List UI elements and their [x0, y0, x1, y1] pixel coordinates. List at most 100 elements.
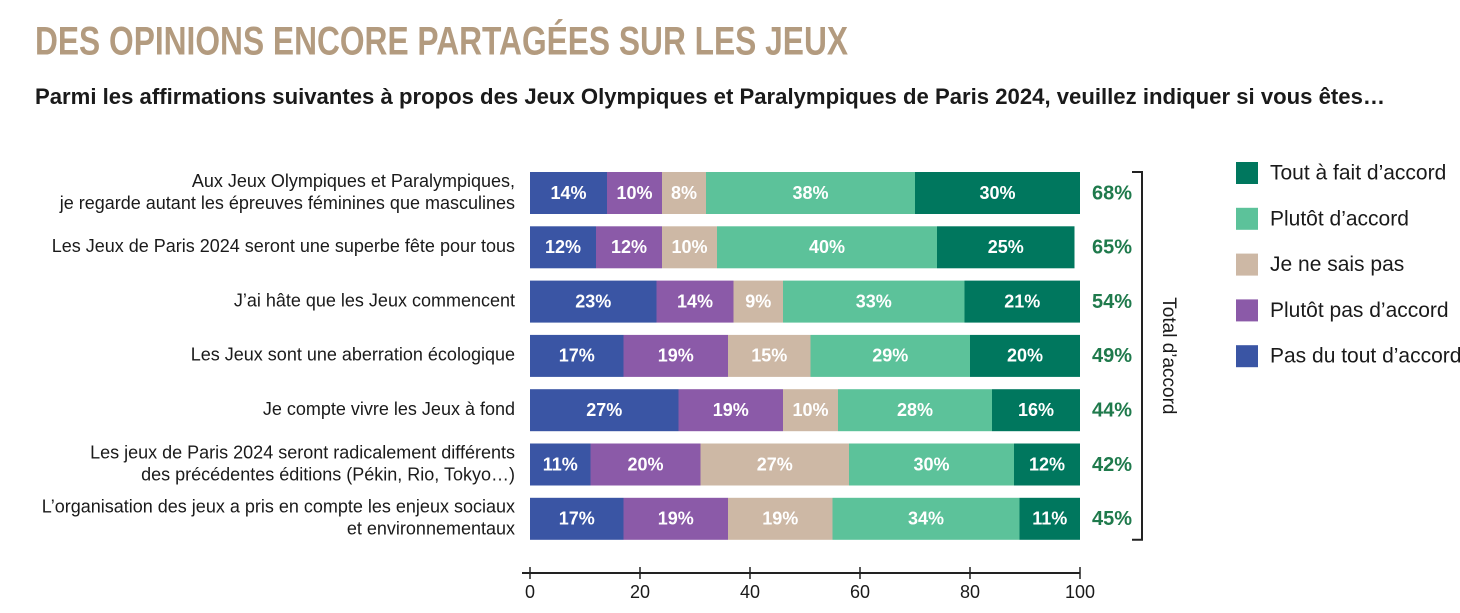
bar-segment — [656, 280, 734, 323]
legend-label: Plutôt pas d’accord — [1270, 299, 1449, 322]
bar-segment — [530, 280, 657, 323]
total-label: 65% — [1092, 237, 1132, 259]
value-label: 27% — [757, 454, 793, 474]
category-label: je regarde autant les épreuves féminines… — [59, 193, 515, 213]
bar-segment — [623, 334, 728, 377]
bar-segment — [596, 226, 662, 269]
bar-segment — [590, 443, 701, 486]
value-label: 19% — [658, 509, 694, 529]
value-label: 11% — [543, 454, 578, 474]
category-label: Les Jeux sont une aberration écologique — [191, 345, 515, 365]
value-label: 14% — [677, 291, 713, 311]
category-label: J’ai hâte que les Jeux commencent — [234, 290, 515, 310]
legend-swatch — [1236, 299, 1258, 322]
bar-segment — [783, 280, 965, 323]
bar-segment — [607, 172, 662, 214]
category-label: des précédentes éditions (Pékin, Rio, To… — [141, 464, 515, 484]
value-label: 12% — [1029, 454, 1065, 474]
bar-segment — [849, 443, 1014, 486]
value-label: 16% — [1018, 400, 1054, 420]
bar-segment — [706, 172, 915, 214]
value-label: 33% — [856, 291, 892, 311]
bar-segment — [530, 389, 679, 432]
bar-segment — [992, 389, 1080, 432]
total-axis-label: Total d’accord — [1158, 297, 1179, 414]
legend-swatch — [1236, 207, 1258, 230]
category-label: Les jeux de Paris 2024 seront radicaleme… — [90, 442, 515, 462]
x-tick-label: 100 — [1065, 582, 1095, 602]
category-label: Les Jeux de Paris 2024 seront une superb… — [52, 236, 515, 256]
value-label: 12% — [545, 237, 581, 257]
value-label: 29% — [872, 346, 908, 366]
legend-swatch — [1236, 162, 1258, 184]
bar-segment — [530, 443, 591, 486]
value-label: 25% — [988, 237, 1024, 257]
value-label: 19% — [762, 509, 798, 529]
bar-segment — [662, 226, 717, 269]
value-label: 17% — [559, 346, 595, 366]
category-label: Aux Jeux Olympiques et Paralympiques, — [192, 171, 515, 191]
total-label: 68% — [1092, 182, 1132, 204]
bar-segment — [1014, 443, 1080, 486]
total-label: 44% — [1092, 399, 1132, 421]
value-label: 8% — [671, 183, 697, 203]
category-label: Je compte vivre les Jeux à fond — [263, 399, 515, 419]
total-bracket — [1132, 171, 1143, 541]
bar-segment — [728, 334, 811, 377]
bar-segment — [970, 334, 1080, 377]
bar-segment — [728, 497, 833, 540]
x-tick-label: 20 — [630, 582, 650, 602]
value-label: 19% — [713, 400, 749, 420]
legend-label: Plutôt d’accord — [1270, 207, 1409, 230]
total-label: 45% — [1092, 508, 1132, 530]
bar-segment — [937, 226, 1075, 269]
total-label: 49% — [1092, 345, 1132, 367]
chart-subtitle: Parmi les affirmations suivantes à propo… — [35, 84, 1385, 109]
total-label: 42% — [1092, 454, 1132, 476]
bar-segment — [915, 172, 1080, 214]
x-tick-label: 80 — [960, 582, 980, 602]
bar-segment — [838, 389, 992, 432]
legend-label: Tout à fait d’accord — [1270, 162, 1446, 185]
value-label: 19% — [658, 346, 694, 366]
x-tick-label: 0 — [525, 582, 535, 602]
bar-segment — [783, 389, 838, 432]
bar-segment — [662, 172, 706, 214]
value-label: 40% — [809, 237, 845, 257]
value-label: 20% — [627, 454, 663, 474]
value-label: 23% — [575, 291, 611, 311]
value-label: 28% — [897, 400, 933, 420]
bar-segment — [530, 172, 607, 214]
bar-segment — [832, 497, 1020, 540]
value-label: 27% — [586, 400, 622, 420]
legend-label: Je ne sais pas — [1270, 253, 1404, 276]
bar-segment — [530, 226, 596, 269]
legend-label: Pas du tout d’accord — [1270, 345, 1460, 368]
bar-segment — [530, 497, 624, 540]
value-label: 38% — [792, 183, 828, 203]
value-label: 21% — [1004, 291, 1040, 311]
bar-segment — [717, 226, 937, 269]
value-label: 10% — [792, 400, 828, 420]
bar-segment — [1019, 497, 1080, 540]
x-tick-label: 60 — [850, 582, 870, 602]
value-label: 9% — [745, 291, 771, 311]
value-label: 20% — [1007, 346, 1043, 366]
value-label: 15% — [751, 346, 787, 366]
bar-segment — [810, 334, 970, 377]
bar-segment — [700, 443, 849, 486]
legend-swatch — [1236, 345, 1258, 368]
value-label: 12% — [611, 237, 647, 257]
bar-segment — [964, 280, 1080, 323]
chart-title: DES OPINIONS ENCORE PARTAGÉES SUR LES JE… — [35, 19, 848, 64]
bar-segment — [623, 497, 728, 540]
category-label: L’organisation des jeux a pris en compte… — [42, 497, 515, 517]
total-label: 54% — [1092, 291, 1132, 313]
value-label: 11% — [1032, 509, 1067, 529]
value-label: 34% — [908, 509, 944, 529]
value-label: 14% — [550, 183, 586, 203]
value-label: 10% — [671, 237, 707, 257]
value-label: 10% — [616, 183, 652, 203]
legend-swatch — [1236, 253, 1258, 276]
